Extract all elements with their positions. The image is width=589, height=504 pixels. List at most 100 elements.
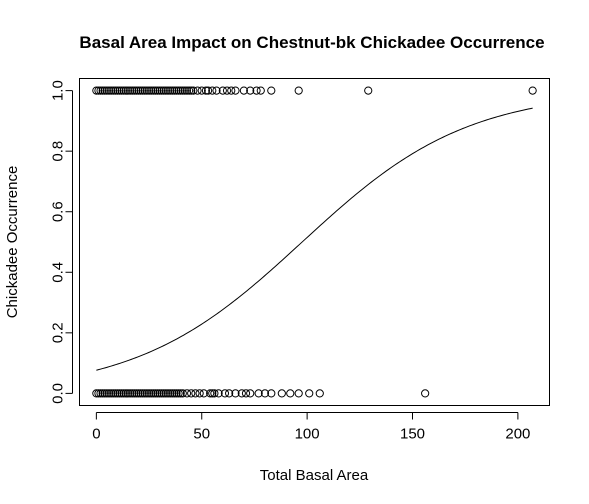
data-point-absent-49 [210,389,219,398]
y-tick-label-1: 0.2 [50,322,67,343]
data-point-present-52 [212,86,221,95]
data-point-present-5 [102,86,112,95]
data-point-present-34 [163,86,173,95]
data-point-absent-61 [286,389,295,398]
data-point-absent-41 [178,389,187,398]
data-point-present-27 [149,86,158,95]
data-point-absent-35 [166,389,175,398]
data-point-absent-37 [170,389,179,398]
data-point-absent-7 [107,389,116,398]
data-point-present-47 [193,86,202,95]
y-axis: 0.0 0.2 0.4 0.6 0.8 1.0 [50,80,73,404]
data-point-absent-40 [176,389,185,398]
data-point-present-63 [364,86,373,95]
data-point-present-51 [208,86,217,95]
data-point-present-48 [197,86,206,95]
x-tick-label-3: 150 [400,426,425,443]
data-point-present-19 [132,86,141,95]
y-tick-label-3: 0.6 [50,201,67,222]
data-point-absent-28 [151,389,160,398]
data-point-absent-48 [208,389,217,398]
data-point-absent-50 [214,389,223,398]
data-point-present-26 [147,86,156,95]
data-point-present-17 [128,86,137,95]
data-point-absent-14 [121,389,130,398]
data-point-absent-25 [144,389,154,398]
data-point-present-45 [187,86,196,95]
data-point-absent-56 [246,389,255,398]
data-point-present-20 [134,86,143,95]
data-point-absent-17 [128,389,137,398]
x-axis-label: Total Basal Area [260,467,369,484]
data-point-present-25 [144,86,154,95]
data-point-absent-34 [163,389,173,398]
data-point-absent-42 [182,389,192,398]
data-point-absent-30 [155,389,164,398]
data-point-present-42 [180,86,189,95]
data-point-present-24 [142,86,152,95]
data-point-absent-16 [125,389,135,398]
data-point-absent-13 [119,389,128,398]
data-point-absent-24 [142,389,152,398]
data-point-present-1 [94,86,103,95]
data-point-present-38 [172,86,181,95]
data-point-present-16 [125,86,135,95]
x-tick-label-4: 200 [505,426,530,443]
data-point-present-31 [157,86,166,95]
data-point-present-30 [155,86,164,95]
data-point-absent-19 [132,389,141,398]
data-point-present-11 [115,86,124,95]
data-point-present-12 [117,86,126,95]
data-point-present-14 [121,86,130,95]
data-point-present-18 [130,86,139,95]
data-point-present-0 [92,86,101,95]
data-point-absent-38 [172,389,181,398]
x-tick-label-1: 50 [193,426,210,443]
data-point-present-15 [123,86,133,95]
data-point-absent-10 [113,389,122,398]
y-tick-label-2: 0.4 [50,262,67,283]
data-point-present-62 [294,86,303,95]
data-point-present-23 [140,86,149,95]
data-point-absent-46 [199,389,208,398]
data-point-present-9 [111,86,120,95]
data-point-present-13 [119,86,128,95]
data-point-present-44 [185,86,194,95]
data-point-present-46 [189,86,198,95]
data-point-present-40 [176,86,185,95]
data-point-absent-4 [100,389,109,398]
data-point-present-21 [136,86,145,95]
data-point-absent-8 [109,389,118,398]
data-point-present-49 [201,86,211,95]
data-point-absent-18 [130,389,139,398]
y-tick-label-4: 0.8 [50,141,67,162]
data-point-absent-54 [237,389,246,398]
data-point-present-3 [98,86,107,95]
data-point-absent-43 [187,389,196,398]
data-point-present-50 [203,86,213,95]
data-point-present-7 [107,86,116,95]
data-point-present-29 [153,86,162,95]
data-point-absent-15 [123,389,133,398]
data-point-absent-22 [138,389,147,398]
data-point-present-60 [256,86,265,95]
data-point-absent-9 [111,389,120,398]
data-point-absent-36 [168,389,177,398]
x-tick-label-0: 0 [92,426,100,443]
data-point-present-22 [138,86,147,95]
data-point-absent-23 [140,389,149,398]
data-point-absent-21 [136,389,145,398]
x-axis: 0 50 100 150 200 [92,412,530,443]
data-point-absent-53 [231,389,240,398]
data-point-absent-32 [159,389,168,398]
data-point-absent-6 [104,389,114,398]
data-point-absent-29 [153,389,162,398]
data-point-absent-64 [315,389,324,398]
data-point-present-39 [174,86,183,95]
data-point-absent-55 [241,389,251,398]
y-axis-label: Chickadee Occurrence [4,166,21,319]
y-tick-label-0: 0.0 [50,383,67,404]
plot-area [92,86,537,398]
data-point-absent-51 [220,389,230,398]
